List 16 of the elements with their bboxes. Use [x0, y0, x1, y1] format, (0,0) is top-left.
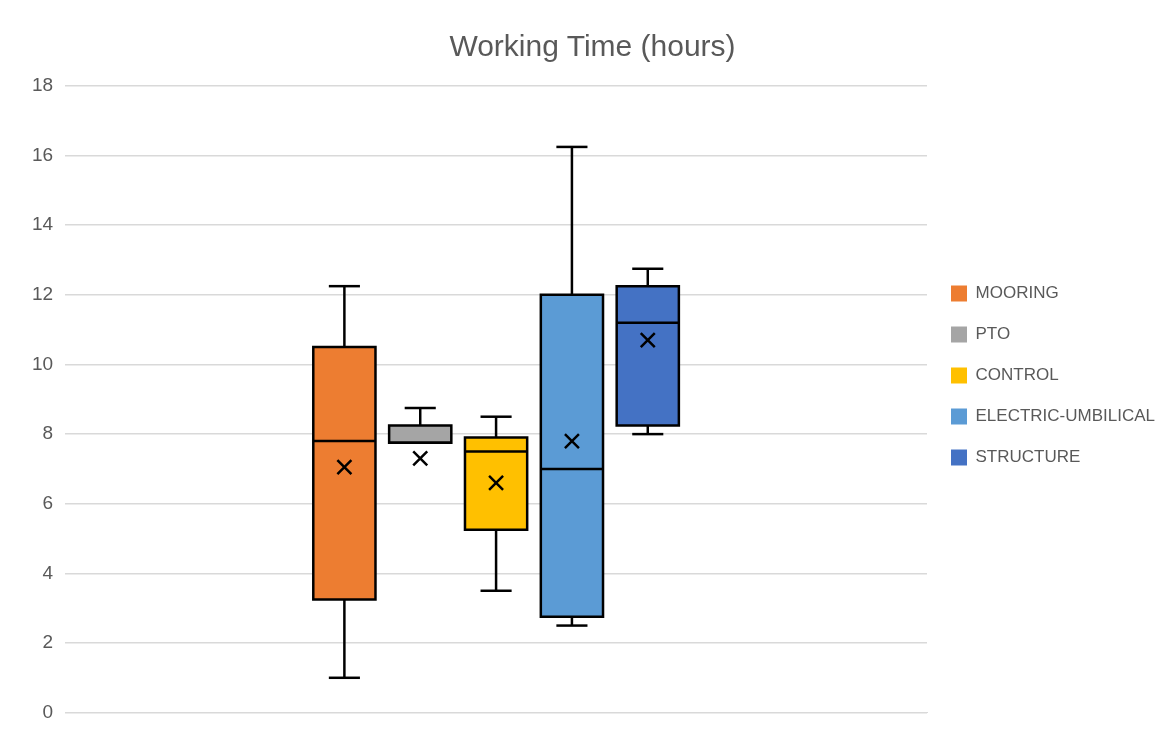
y-tick-label: 16 — [31, 143, 54, 165]
chart-title: Working Time (hours) — [449, 29, 736, 63]
y-tick-label: 4 — [42, 561, 54, 583]
y-tick-label: 0 — [42, 700, 54, 722]
y-tick-label: 12 — [31, 283, 54, 305]
legend-label: MOORING — [975, 283, 1059, 303]
y-tick-label: 10 — [31, 352, 54, 374]
legend-label: ELECTRIC-UMBILICAL — [975, 406, 1155, 426]
y-tick-label: 14 — [31, 213, 54, 235]
legend-label: CONTROL — [975, 365, 1059, 385]
y-tick-label: 8 — [42, 422, 54, 444]
legend-label: PTO — [975, 324, 1011, 344]
y-tick-label: 18 — [31, 74, 54, 96]
legend-label: STRUCTURE — [975, 447, 1081, 467]
y-tick-label: 2 — [42, 631, 54, 653]
y-tick-label: 6 — [42, 491, 54, 513]
